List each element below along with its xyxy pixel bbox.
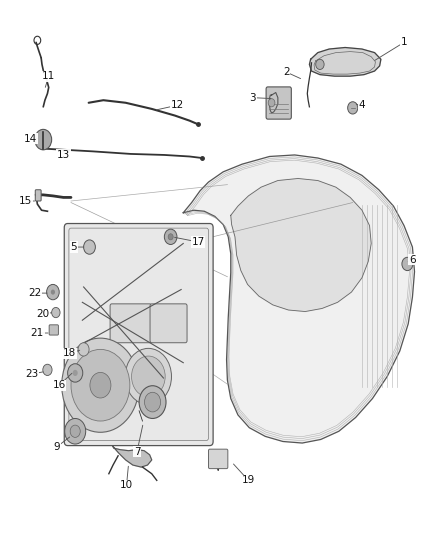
FancyBboxPatch shape <box>110 304 151 343</box>
FancyBboxPatch shape <box>266 87 291 119</box>
Text: 11: 11 <box>42 71 55 81</box>
Text: 3: 3 <box>249 93 256 103</box>
Text: 9: 9 <box>54 442 60 451</box>
Circle shape <box>348 102 358 114</box>
Circle shape <box>43 364 52 375</box>
Text: 20: 20 <box>37 309 50 319</box>
Text: 12: 12 <box>170 100 184 110</box>
Text: 14: 14 <box>24 134 37 143</box>
FancyBboxPatch shape <box>49 325 58 335</box>
Circle shape <box>78 343 89 356</box>
Circle shape <box>145 392 161 412</box>
Text: 5: 5 <box>71 242 77 252</box>
Text: 7: 7 <box>134 447 140 457</box>
Text: 19: 19 <box>242 475 255 486</box>
Text: 6: 6 <box>409 255 416 265</box>
Circle shape <box>90 373 111 398</box>
Circle shape <box>164 229 177 245</box>
FancyBboxPatch shape <box>64 223 213 446</box>
Text: 16: 16 <box>53 380 66 390</box>
Text: 4: 4 <box>359 100 365 110</box>
Circle shape <box>51 289 55 295</box>
Text: 22: 22 <box>28 288 42 298</box>
Circle shape <box>125 349 172 405</box>
Circle shape <box>62 338 139 432</box>
Circle shape <box>70 425 80 438</box>
Circle shape <box>402 257 413 271</box>
Circle shape <box>65 418 86 444</box>
FancyBboxPatch shape <box>208 449 228 469</box>
Circle shape <box>35 130 52 150</box>
Polygon shape <box>211 452 223 466</box>
Circle shape <box>84 240 95 254</box>
Polygon shape <box>183 155 414 443</box>
Circle shape <box>316 59 324 69</box>
FancyBboxPatch shape <box>35 190 41 201</box>
Text: 23: 23 <box>25 369 39 379</box>
Polygon shape <box>269 93 278 113</box>
Text: 2: 2 <box>283 67 290 77</box>
Text: 10: 10 <box>120 480 133 490</box>
Circle shape <box>139 386 166 418</box>
Circle shape <box>52 308 60 318</box>
Text: 18: 18 <box>63 349 76 359</box>
Text: 21: 21 <box>31 328 44 338</box>
FancyBboxPatch shape <box>150 304 187 343</box>
Circle shape <box>168 234 173 240</box>
Circle shape <box>131 356 165 397</box>
Circle shape <box>71 350 130 421</box>
Polygon shape <box>67 423 84 439</box>
Text: 17: 17 <box>191 237 205 247</box>
Polygon shape <box>231 179 371 311</box>
Text: 15: 15 <box>19 196 32 206</box>
Circle shape <box>268 99 275 107</box>
Text: 1: 1 <box>401 37 407 47</box>
Circle shape <box>46 285 59 300</box>
Polygon shape <box>113 447 152 467</box>
Circle shape <box>73 370 78 376</box>
Circle shape <box>67 364 83 382</box>
Text: 13: 13 <box>57 150 70 160</box>
Polygon shape <box>309 47 381 76</box>
